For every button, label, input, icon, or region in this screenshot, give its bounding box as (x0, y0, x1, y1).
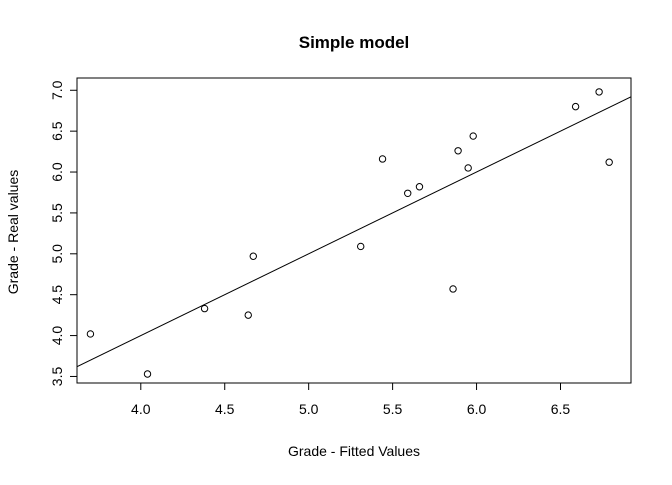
x-tick-label: 5.5 (383, 401, 403, 417)
data-point (469, 132, 477, 140)
y-tick-label: 6.0 (49, 162, 65, 182)
points-layer (86, 88, 613, 378)
y-tick-label: 5.0 (49, 244, 65, 264)
data-point (378, 155, 387, 163)
data-point (415, 183, 424, 191)
x-axis: 4.0 4.5 5.0 5.5 6.0 6.5 (131, 383, 570, 417)
y-tick-label: 5.5 (49, 203, 65, 223)
data-point (86, 330, 95, 338)
x-tick-label: 4.0 (131, 401, 151, 417)
data-point (571, 102, 580, 111)
y-tick-label: 4.5 (49, 285, 65, 305)
x-tick-label: 6.5 (551, 401, 571, 417)
fit-line (77, 96, 631, 368)
y-axis: 3.5 4.0 4.5 5.0 5.5 6.0 6.5 7.0 (49, 80, 77, 386)
chart-title: Simple model (299, 33, 410, 52)
data-point (605, 158, 613, 166)
y-tick-label: 3.5 (49, 367, 65, 387)
x-tick-label: 6.0 (467, 401, 487, 417)
data-point (404, 189, 412, 197)
data-point (449, 285, 457, 293)
data-point (357, 242, 365, 251)
fit-line-layer (77, 96, 631, 368)
y-tick-label: 6.5 (49, 121, 65, 141)
y-tick-label: 7.0 (49, 80, 65, 100)
x-axis-title: Grade - Fitted Values (288, 443, 420, 459)
data-point (595, 88, 603, 96)
x-tick-label: 5.0 (299, 401, 319, 417)
data-point (249, 252, 257, 260)
data-point (200, 304, 209, 313)
data-point (464, 164, 472, 172)
y-axis-title: Grade - Real values (5, 170, 21, 295)
plot-frame (76, 77, 632, 384)
data-point (454, 147, 462, 155)
data-point (143, 370, 152, 378)
data-point (244, 311, 252, 319)
x-tick-label: 4.5 (215, 401, 235, 417)
y-tick-label: 4.0 (49, 326, 65, 346)
